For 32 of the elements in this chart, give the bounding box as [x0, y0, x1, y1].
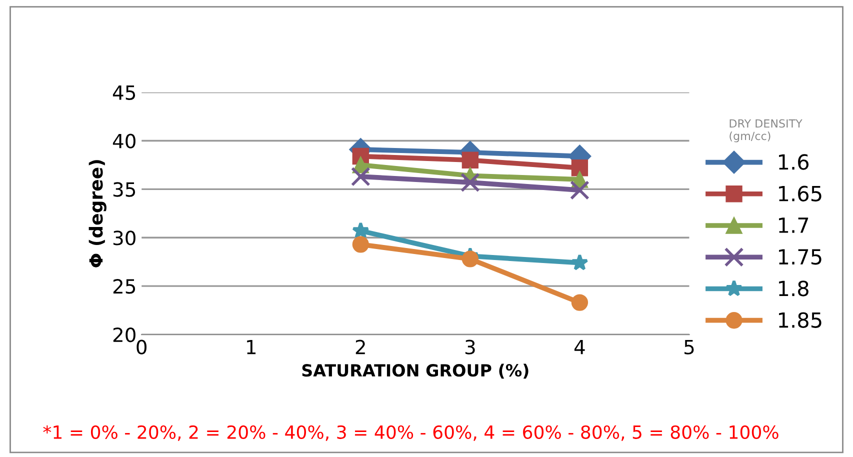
y-tick-label: 35	[113, 182, 136, 197]
point	[460, 172, 480, 192]
legend-title: DRY DENSITY (gm/cc)	[730, 119, 802, 142]
point	[570, 180, 590, 200]
legend-label: 1.75	[779, 249, 822, 265]
point	[462, 250, 479, 268]
y-tick-label: 20	[113, 327, 136, 342]
y-tick-label: 25	[113, 279, 136, 294]
point	[352, 236, 369, 253]
point	[352, 222, 370, 238]
y-axis-title: Φ (degree)	[88, 160, 106, 268]
legend-label: 1.85	[779, 312, 822, 328]
y-tick-label: 30	[113, 230, 136, 246]
y-tick-label: 45	[112, 86, 136, 100]
legend-label: 1.6	[779, 154, 809, 170]
point	[571, 160, 588, 176]
x-tick-label: 2	[356, 340, 365, 354]
legend-label: 1.65	[779, 186, 822, 202]
point	[462, 152, 479, 168]
x-tick-label: 0	[136, 340, 146, 354]
x-tick-label: 1	[247, 340, 256, 354]
point	[350, 166, 370, 186]
x-tick-label: 4	[574, 340, 585, 354]
point	[571, 254, 588, 270]
point	[571, 294, 588, 311]
x-axis-title: SATURATION GROUP (%)	[302, 364, 528, 379]
legend-label: 1.7	[779, 218, 808, 233]
x-tick-label: 5	[684, 340, 694, 354]
legend-label: 1.8	[779, 280, 808, 296]
x-tick-label: 3	[465, 340, 475, 354]
text: *1 = 0% - 20%, 2 = 20% - 40%, 3 = 40% - 60%, 4 = 60% - 80%, 5 = 80% - 100%	[43, 425, 778, 441]
y-tick-label: 40	[112, 134, 136, 148]
